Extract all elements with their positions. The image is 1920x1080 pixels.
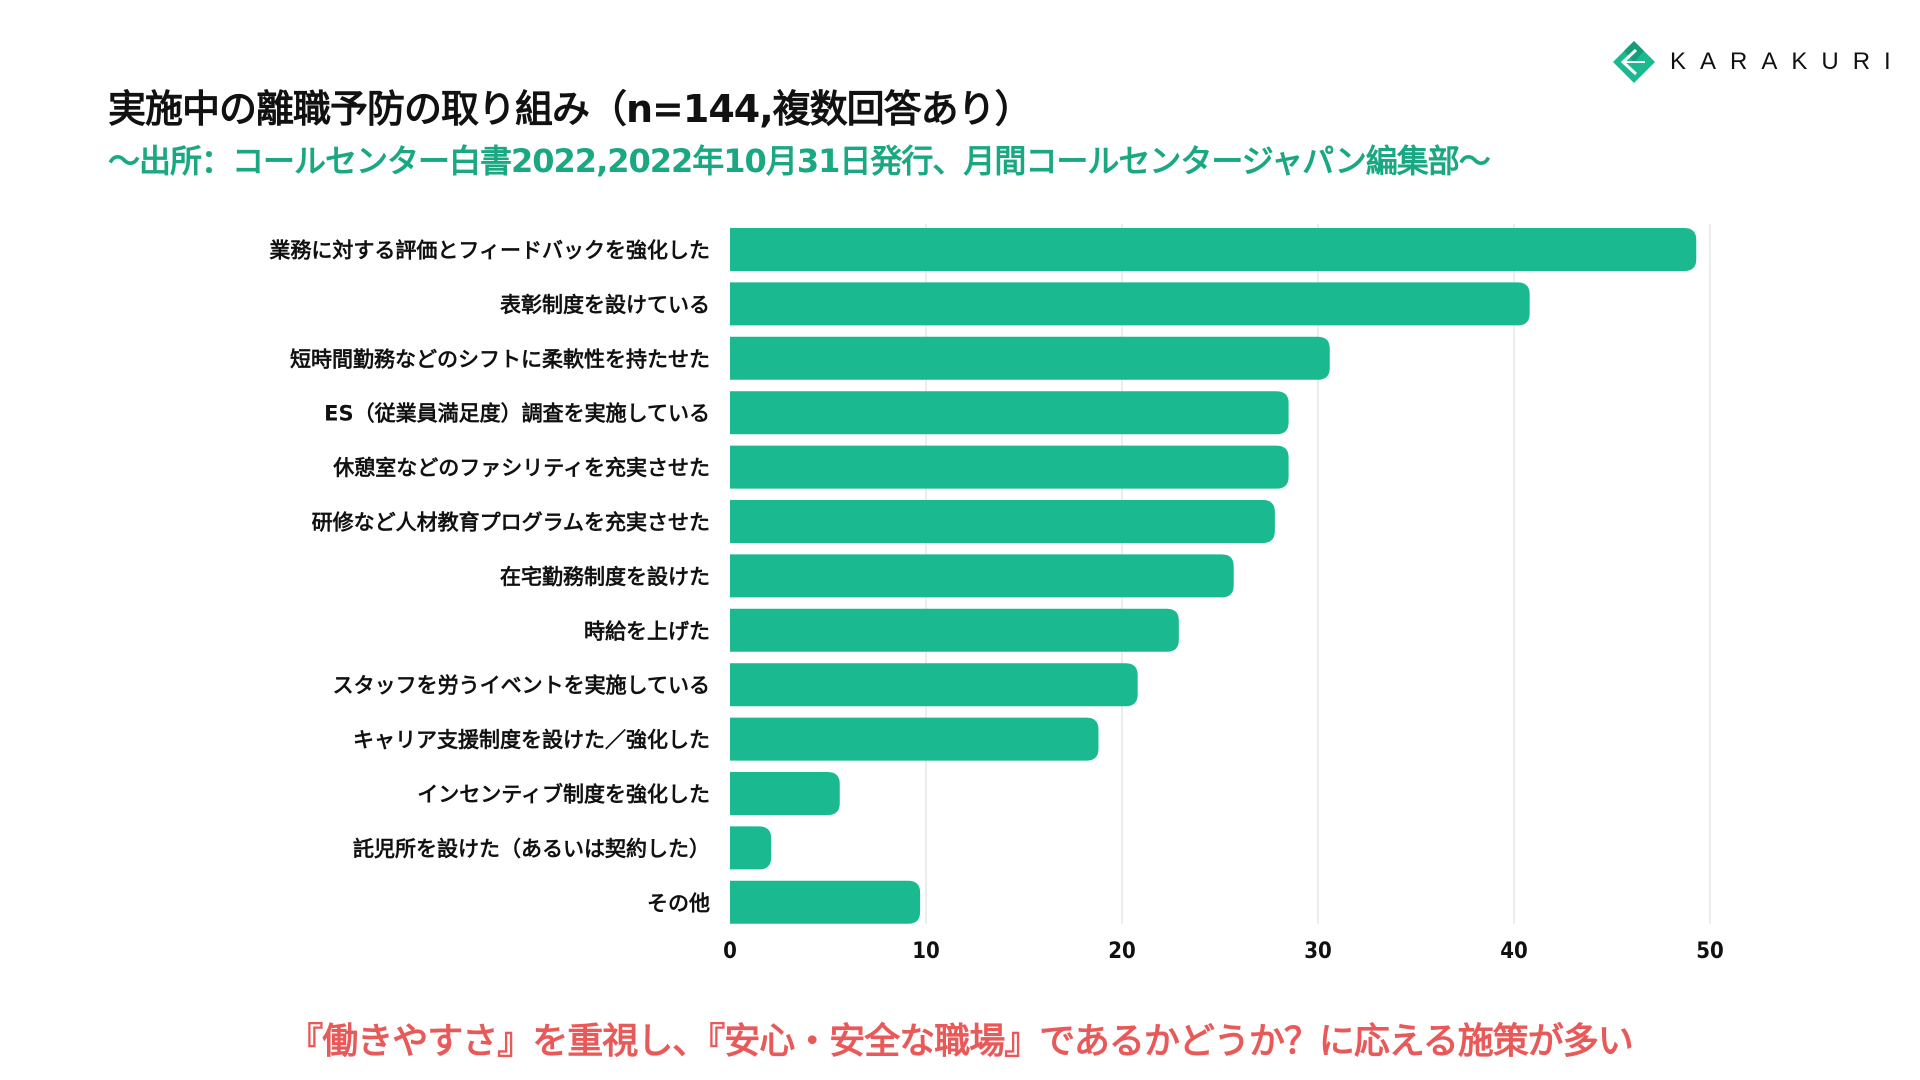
x-tick-label: 10 <box>912 939 940 964</box>
x-tick-label: 30 <box>1304 939 1332 964</box>
category-label: 在宅勤務制度を設けた <box>500 565 710 589</box>
bar <box>730 880 921 924</box>
bars <box>730 228 1697 924</box>
bar <box>730 554 1234 598</box>
category-label: 託児所を設けた（あるいは契約した） <box>353 837 710 861</box>
bar <box>730 445 1289 489</box>
bar <box>730 608 1179 652</box>
x-tick-label: 50 <box>1696 939 1724 964</box>
page-title: 実施中の離職予防の取り組み（n=144,複数回答あり） <box>108 87 1033 131</box>
bar-chart: 業務に対する評価とフィードバックを強化した表彰制度を設けている短時間勤務などのシ… <box>269 224 1724 964</box>
category-label: スタッフを労うイベントを実施している <box>333 674 710 698</box>
x-tick-label: 40 <box>1500 939 1528 964</box>
source-subtitle: 〜出所：コールセンター白書2022,2022年10月31日発行、月間コールセンタ… <box>108 142 1491 180</box>
category-labels: 業務に対する評価とフィードバックを強化した表彰制度を設けている短時間勤務などのシ… <box>269 239 710 916</box>
category-label: 短時間勤務などのシフトに柔軟性を持たせた <box>290 347 710 371</box>
bar <box>730 336 1330 380</box>
bar <box>730 826 772 870</box>
x-tick-labels: 0 10 20 30 40 50 <box>723 939 1724 964</box>
bar <box>730 663 1138 707</box>
x-tick-label: 20 <box>1108 939 1136 964</box>
category-label: 表彰制度を設けている <box>500 293 710 317</box>
category-label: 研修など人材教育プログラムを充実させた <box>312 511 710 535</box>
bar <box>730 282 1530 326</box>
category-label: 業務に対する評価とフィードバックを強化した <box>269 239 710 263</box>
category-label: インセンティブ制度を強化した <box>417 783 710 807</box>
bar <box>730 391 1289 435</box>
bar <box>730 717 1099 761</box>
category-label: 休憩室などのファシリティを充実させた <box>332 456 710 480</box>
conclusion-text: 『働きやすさ』を重視し、『安心・安全な職場』であるかどうか？に応える施策が多い <box>287 1021 1634 1062</box>
karakuri-logo: KARAKURI <box>1612 40 1905 84</box>
logo-text: KARAKURI <box>1670 48 1905 75</box>
category-label: キャリア支援制度を設けた／強化した <box>353 728 710 752</box>
bar <box>730 772 840 815</box>
category-label: ES（従業員満足度）調査を実施している <box>324 402 710 426</box>
x-tick-label: 0 <box>723 939 737 964</box>
category-label: 時給を上げた <box>584 619 710 643</box>
category-label: その他 <box>647 891 710 915</box>
bar <box>730 500 1275 543</box>
bar <box>730 228 1697 271</box>
karakuri-diamond-icon <box>1613 41 1655 83</box>
